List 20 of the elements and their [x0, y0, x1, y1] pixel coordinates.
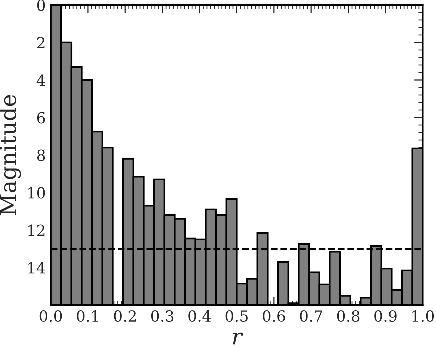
y-tick-label: 8: [37, 150, 46, 162]
x-tick-label: 0.0: [40, 310, 62, 322]
x-tick-label: 0.6: [263, 310, 286, 322]
x-tick-label: 1.0: [412, 310, 434, 322]
x-tick-label: 0.2: [114, 310, 136, 322]
x-axis-title: r: [233, 332, 244, 345]
x-tick-label: 0.5: [226, 310, 248, 322]
y-tick-label: 12: [28, 224, 45, 236]
x-tick-label: 0.7: [300, 310, 322, 322]
y-tick-label: 2: [37, 37, 45, 49]
x-tick-label: 0.4: [188, 310, 212, 322]
y-tick-label: 14: [28, 262, 46, 274]
x-tick-label: 0.1: [77, 310, 98, 322]
x-tick-label: 0.3: [151, 310, 174, 322]
y-tick-label: 10: [28, 187, 46, 199]
y-tick-label: 0: [37, 0, 46, 12]
y-tick-label: 6: [37, 112, 46, 124]
y-tick-label: 4: [36, 74, 46, 86]
x-tick-label: 0.8: [337, 310, 360, 322]
x-tick-label: 0.9: [374, 310, 397, 322]
